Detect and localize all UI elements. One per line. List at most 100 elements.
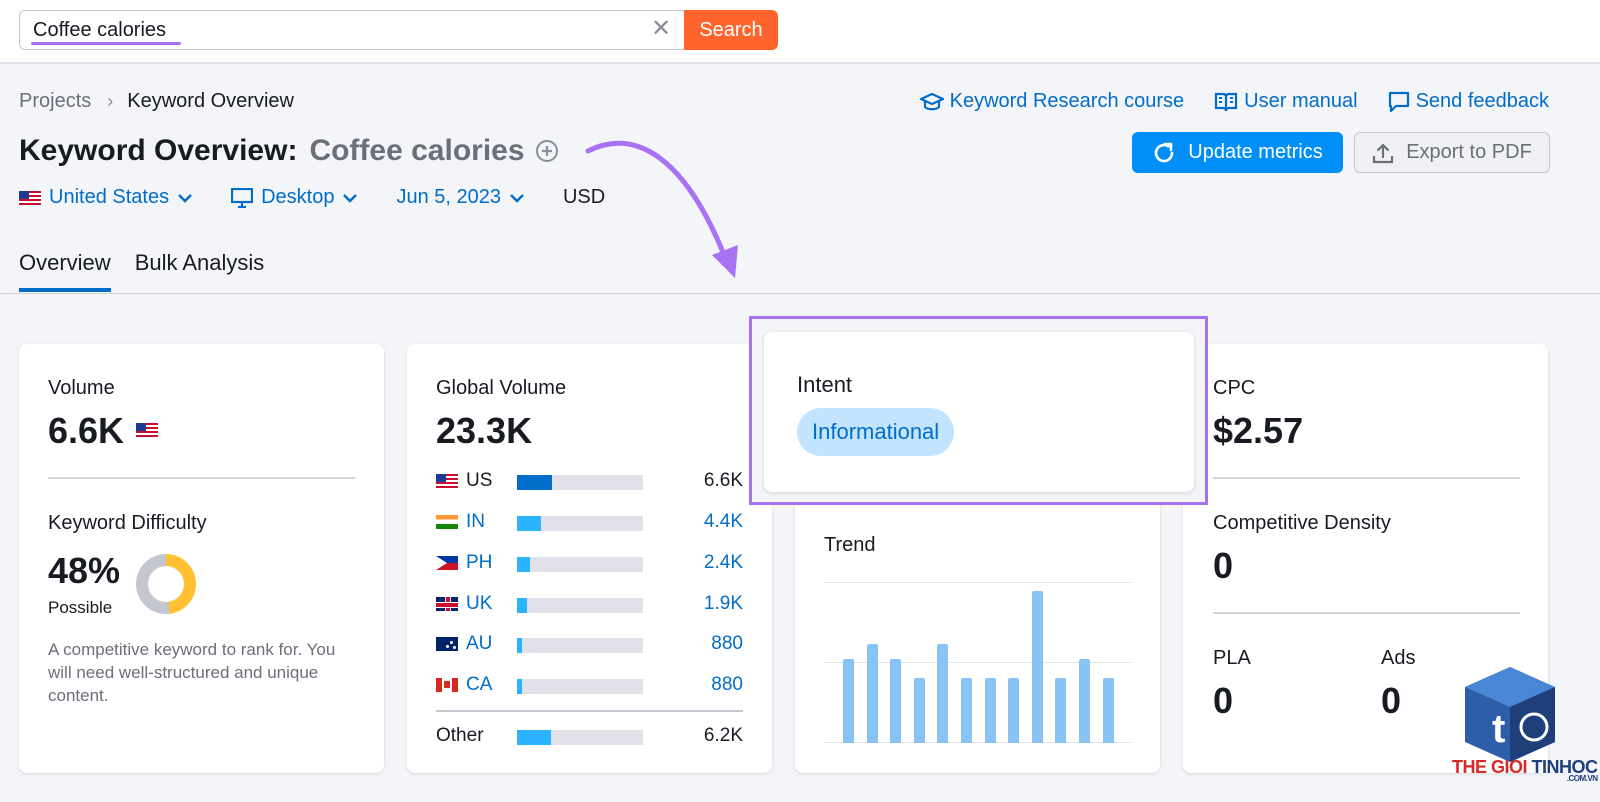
trend-bar	[1102, 677, 1114, 743]
watermark-letter: t	[1492, 707, 1505, 751]
ads-label: Ads	[1381, 647, 1416, 669]
country-volume[interactable]: 4.4K	[703, 511, 743, 532]
chevron-down-icon	[510, 193, 524, 203]
country-row-ph[interactable]: PH 2.4K	[436, 550, 743, 576]
kd-label: Keyword Difficulty	[48, 512, 207, 534]
trend-axis	[824, 742, 1131, 743]
course-link-label[interactable]: Keyword Research course	[949, 90, 1185, 112]
tab-bar: Overview Bulk Analysis	[19, 250, 264, 292]
us-flag-icon	[136, 423, 158, 437]
upload-icon	[1373, 143, 1394, 163]
search-button[interactable]: Search	[684, 10, 778, 50]
pla-value: 0	[1213, 680, 1234, 721]
search-query[interactable]: Coffee calories	[33, 19, 167, 41]
country-row-us: US 6.6K	[436, 468, 743, 494]
kd-value: 48%	[48, 550, 121, 591]
country-volume: 6.6K	[703, 470, 743, 491]
country-row-ca[interactable]: CA 880	[436, 672, 743, 698]
close-icon[interactable]: ✕	[651, 15, 672, 42]
canada-flag-icon	[436, 678, 458, 692]
trend-bar	[1079, 659, 1090, 743]
volume-label: Volume	[48, 377, 115, 399]
country-row-uk[interactable]: UK 1.9K	[436, 591, 743, 617]
intent-badge[interactable]: Informational	[797, 408, 955, 456]
uk-flag-icon	[436, 597, 458, 611]
keyword-research-course-link[interactable]: Keyword Research course	[919, 90, 1185, 113]
page-title: Keyword Overview: Coffee calories	[19, 134, 559, 168]
date-select[interactable]: Jun 5, 2023	[396, 186, 525, 209]
add-circle-icon[interactable]	[535, 139, 559, 163]
country-row-au[interactable]: AU 880	[436, 631, 743, 657]
spellcheck-underline	[31, 42, 181, 45]
tab-bulk-analysis[interactable]: Bulk Analysis	[134, 250, 265, 275]
intent-label: Intent	[797, 372, 853, 397]
breadcrumb-projects[interactable]: Projects	[19, 90, 92, 112]
country-volume[interactable]: 1.9K	[703, 593, 743, 614]
volume-bar	[517, 516, 643, 531]
volume-bar	[517, 557, 643, 572]
other-volume: 6.2K	[703, 725, 743, 746]
update-metrics-button[interactable]: Update metrics	[1132, 132, 1343, 173]
volume-bar-fill	[517, 598, 528, 613]
feedback-link-label[interactable]: Send feedback	[1415, 90, 1549, 112]
trend-bar	[984, 677, 996, 743]
watermark-text-right: TINHOC	[1531, 757, 1599, 777]
intent-card: Intent Informational	[764, 332, 1194, 492]
trend-bar	[961, 677, 972, 743]
user-manual-link[interactable]: User manual	[1214, 90, 1358, 113]
card-divider	[48, 477, 355, 479]
manual-link-label[interactable]: User manual	[1244, 90, 1358, 112]
tabs-divider	[0, 293, 1600, 294]
volume-bar	[517, 638, 643, 653]
watermark-text: THE GIOI TINHOC .COM.VN	[1452, 757, 1598, 783]
us-flag-icon	[436, 474, 458, 488]
country-volume[interactable]: 880	[711, 633, 743, 654]
global-volume-card: Global Volume 23.3K US 6.6K IN 4.4K PH 2…	[407, 344, 772, 773]
cpc-label: CPC	[1213, 377, 1256, 399]
chevron-down-icon	[343, 193, 358, 203]
trend-gridline	[824, 662, 1131, 663]
update-metrics-label: Update metrics	[1188, 141, 1323, 163]
send-feedback-link[interactable]: Send feedback	[1388, 90, 1549, 113]
breadcrumb-current: Keyword Overview	[127, 90, 294, 112]
help-links: Keyword Research course User manual Send…	[919, 90, 1549, 113]
country-code[interactable]: AU	[466, 633, 493, 654]
country-volume[interactable]: 2.4K	[703, 552, 743, 573]
annotation-arrow-icon	[585, 140, 738, 278]
watermark-logo-icon: t	[1465, 667, 1555, 762]
ads-value: 0	[1381, 680, 1402, 721]
country-select[interactable]: United States	[19, 186, 193, 209]
india-flag-icon	[436, 515, 458, 529]
country-code[interactable]: PH	[466, 552, 493, 573]
date-value: Jun 5, 2023	[396, 186, 501, 208]
country-code[interactable]: CA	[466, 674, 493, 695]
desktop-icon	[231, 187, 254, 208]
kd-donut-chart	[136, 554, 196, 614]
global-volume-label: Global Volume	[436, 377, 567, 399]
country-value: United States	[49, 186, 170, 208]
country-volume[interactable]: 880	[711, 674, 743, 695]
currency-label: USD	[562, 186, 606, 208]
philippines-flag-icon	[436, 556, 458, 570]
country-code[interactable]: IN	[466, 511, 485, 532]
breadcrumb: Projects › Keyword Overview	[19, 90, 294, 113]
volume-bar-fill	[517, 475, 553, 490]
tab-overview[interactable]: Overview	[19, 250, 111, 292]
trend-bar	[913, 677, 925, 743]
watermark-text-left: THE GIOI	[1452, 757, 1528, 777]
country-row-other: Other 6.2K	[436, 723, 743, 749]
country-code[interactable]: UK	[466, 593, 493, 614]
device-value: Desktop	[261, 186, 335, 208]
device-select[interactable]: Desktop	[231, 186, 358, 209]
country-row-in[interactable]: IN 4.4K	[436, 509, 743, 535]
chat-bubble-icon	[1388, 91, 1409, 112]
export-pdf-button[interactable]: Export to PDF	[1354, 132, 1550, 173]
title-keyword: Coffee calories	[309, 134, 525, 167]
volume-bar	[517, 679, 643, 694]
search-input[interactable]: Coffee calories ✕	[19, 10, 687, 50]
chevron-down-icon	[178, 193, 192, 203]
volume-bar-fill	[517, 638, 523, 653]
country-code: US	[466, 470, 493, 491]
cpc-value: $2.57	[1213, 410, 1304, 451]
watermark-domain: .COM.VN	[1566, 774, 1598, 783]
